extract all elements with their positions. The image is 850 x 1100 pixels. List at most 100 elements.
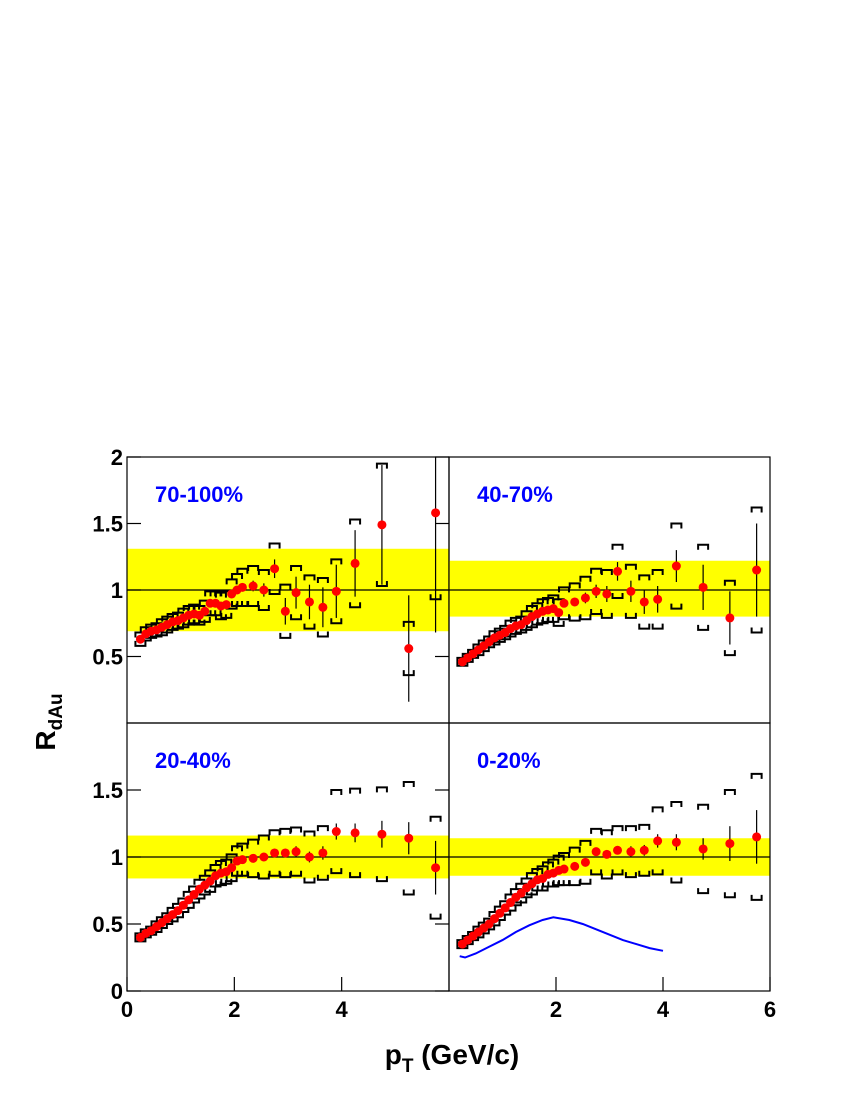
data-point: [639, 597, 649, 607]
y-tick-label: 1: [111, 845, 123, 870]
sys-bracket: [429, 815, 442, 920]
data-point: [626, 847, 636, 857]
sys-bracket: [611, 543, 624, 599]
sys-bracket: [268, 542, 281, 595]
y-tick-label: 0.5: [92, 645, 123, 670]
sys-bracket: [638, 574, 651, 630]
data-point: [350, 828, 360, 838]
y-tick-label: 1.5: [92, 512, 123, 537]
x-title-sub: T: [402, 1056, 414, 1077]
sys-bracket: [611, 825, 624, 876]
y-axis-title: RdAu: [30, 693, 67, 750]
sys-bracket: [349, 787, 362, 879]
y-tick-label: 1.5: [92, 778, 123, 803]
data-point: [431, 863, 441, 873]
data-point: [570, 861, 580, 871]
sys-bracket: [750, 506, 763, 634]
y-tick-label: 1: [111, 578, 123, 603]
y-tick-label: 0: [111, 979, 123, 1004]
data-point: [653, 836, 663, 846]
data-point: [559, 598, 569, 608]
data-point: [331, 827, 341, 837]
sys-bracket: [697, 543, 710, 631]
data-point: [602, 589, 612, 599]
panel-label: 0-20%: [477, 748, 541, 773]
data-point: [304, 597, 314, 607]
data-point: [752, 832, 762, 842]
sys-bracket: [375, 786, 388, 883]
sys-bracket: [600, 829, 613, 880]
sys-bracket: [624, 825, 637, 879]
data-point: [248, 853, 258, 863]
sys-bracket: [290, 826, 303, 877]
y-tick-label: 0.5: [92, 912, 123, 937]
data-point: [259, 585, 269, 595]
data-point: [331, 586, 341, 596]
data-point: [570, 597, 580, 607]
y-title-main: R: [30, 730, 61, 750]
data-point: [291, 847, 301, 857]
sys-bracket: [303, 574, 316, 630]
data-point: [431, 508, 441, 518]
panel-frame: [448, 722, 771, 992]
data-point: [613, 845, 623, 855]
data-point: [653, 594, 663, 604]
data-point: [752, 565, 762, 575]
panel: [127, 457, 449, 702]
data-point: [280, 606, 290, 616]
panel-label: 20-40%: [155, 748, 231, 773]
y-tick-label: 2: [111, 445, 123, 470]
data-point: [698, 582, 708, 592]
data-point: [671, 561, 681, 571]
data-point: [404, 833, 414, 843]
data-point: [350, 558, 360, 568]
panel-label: 40-70%: [477, 482, 553, 507]
data-point: [671, 837, 681, 847]
sys-bracket: [579, 839, 592, 885]
data-point: [725, 839, 735, 849]
data-point: [580, 857, 590, 867]
x-axis-title: pT (GeV/c): [385, 1039, 520, 1077]
data-point: [259, 852, 269, 862]
x-tick-label: 6: [764, 997, 776, 1022]
data-point: [221, 600, 231, 610]
data-point: [613, 566, 623, 576]
sys-bracket: [247, 565, 260, 607]
x-title-rest: (GeV/c): [413, 1039, 519, 1070]
data-point: [248, 581, 258, 591]
model-curve: [459, 916, 664, 959]
data-point: [318, 848, 328, 858]
sys-bracket: [330, 558, 343, 625]
sys-bracket: [349, 518, 362, 609]
sys-bracket: [750, 772, 763, 901]
data-point: [639, 845, 649, 855]
x-title-main: p: [385, 1039, 402, 1070]
sys-bracket: [670, 522, 683, 610]
sys-bracket: [697, 803, 710, 895]
data-point: [270, 848, 280, 858]
data-point: [591, 847, 601, 857]
data-point: [725, 613, 735, 623]
data-point: [237, 855, 247, 865]
sys-bracket: [290, 565, 303, 621]
panel: [449, 506, 770, 667]
panel: [127, 780, 449, 943]
sys-bracket: [723, 579, 736, 657]
data-point: [698, 844, 708, 854]
sys-bracket: [316, 577, 329, 638]
data-point: [591, 586, 601, 596]
panel-label: 70-100%: [155, 482, 243, 507]
data-point: [626, 586, 636, 596]
data-point: [237, 582, 247, 592]
data-point: [377, 829, 387, 839]
data-point: [404, 644, 414, 654]
data-point: [554, 608, 564, 618]
x-tick-label: 0: [121, 997, 133, 1022]
x-tick-label: 4: [336, 997, 349, 1022]
data-point: [602, 849, 612, 859]
sys-bracket: [257, 569, 270, 611]
sys-bracket: [651, 569, 664, 630]
data-point: [304, 852, 314, 862]
sys-bracket: [279, 583, 292, 639]
